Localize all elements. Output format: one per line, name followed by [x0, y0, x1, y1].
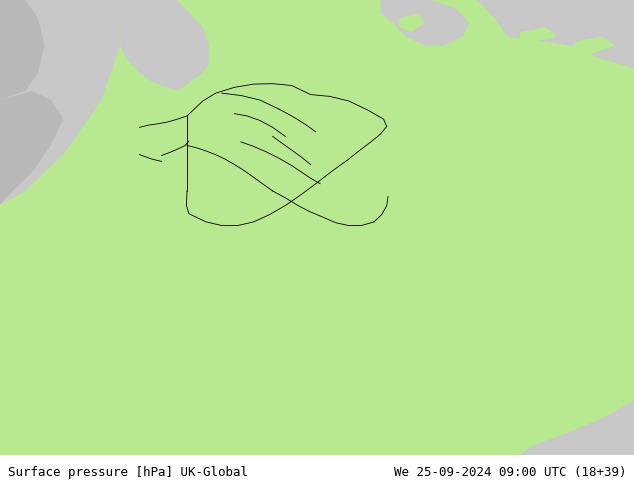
Polygon shape — [0, 0, 120, 205]
Polygon shape — [0, 91, 63, 205]
Polygon shape — [114, 0, 209, 91]
Polygon shape — [0, 0, 634, 455]
Text: We 25-09-2024 09:00 UTC (18+39): We 25-09-2024 09:00 UTC (18+39) — [394, 466, 626, 479]
Polygon shape — [520, 400, 634, 455]
Polygon shape — [399, 14, 425, 32]
Polygon shape — [190, 64, 209, 82]
Polygon shape — [0, 0, 44, 100]
Polygon shape — [571, 36, 615, 54]
Text: Surface pressure [hPa] UK-Global: Surface pressure [hPa] UK-Global — [8, 466, 248, 479]
Polygon shape — [476, 0, 634, 68]
Polygon shape — [380, 0, 469, 46]
Polygon shape — [520, 27, 558, 41]
